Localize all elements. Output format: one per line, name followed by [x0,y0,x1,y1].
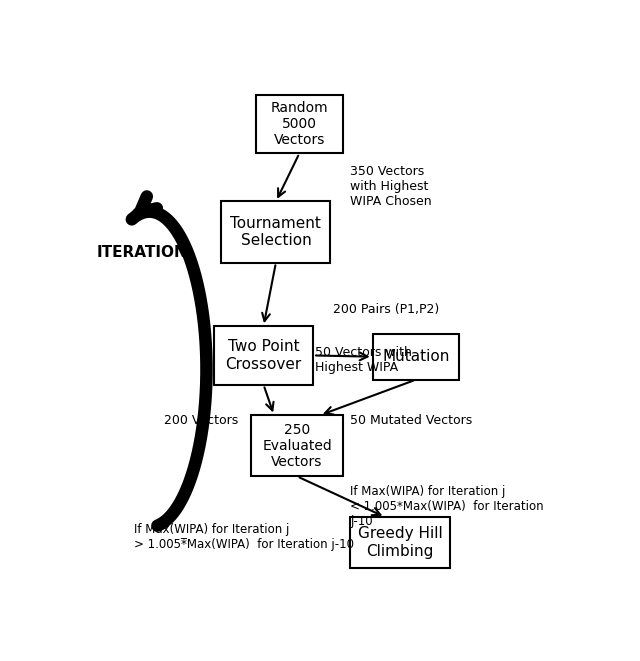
Text: Greedy Hill
Climbing: Greedy Hill Climbing [358,526,442,559]
Text: If Max(WIPA) for Iteration j
> 1.005*̅Max(WIPA)  for Iteration j-10: If Max(WIPA) for Iteration j > 1.005*̅Ma… [134,524,353,551]
FancyBboxPatch shape [251,415,343,477]
Text: 350 Vectors
with Highest
WIPA Chosen: 350 Vectors with Highest WIPA Chosen [350,165,432,208]
Text: Random
5000
Vectors: Random 5000 Vectors [271,100,328,147]
Text: 50 Vectors with
Highest WIPA: 50 Vectors with Highest WIPA [315,346,412,374]
Text: 200 Vectors: 200 Vectors [164,414,239,427]
FancyBboxPatch shape [350,517,449,568]
Text: Two Point
Crossover: Two Point Crossover [225,339,301,371]
FancyBboxPatch shape [214,326,313,385]
Text: 50 Mutated Vectors: 50 Mutated Vectors [350,414,472,427]
FancyBboxPatch shape [221,202,330,262]
Text: Tournament
Selection: Tournament Selection [230,215,321,249]
FancyBboxPatch shape [256,95,343,153]
Text: 250
Evaluated
Vectors: 250 Evaluated Vectors [262,422,332,469]
Text: 200 Pairs (P1,P2): 200 Pairs (P1,P2) [333,303,439,316]
FancyBboxPatch shape [372,334,460,379]
Text: ITERATION: ITERATION [97,245,188,260]
Text: Mutation: Mutation [382,349,450,364]
Text: If Max(WIPA) for Iteration j
< 1.005*Max(WIPA)  for Iteration
j-10: If Max(WIPA) for Iteration j < 1.005*Max… [350,485,544,528]
